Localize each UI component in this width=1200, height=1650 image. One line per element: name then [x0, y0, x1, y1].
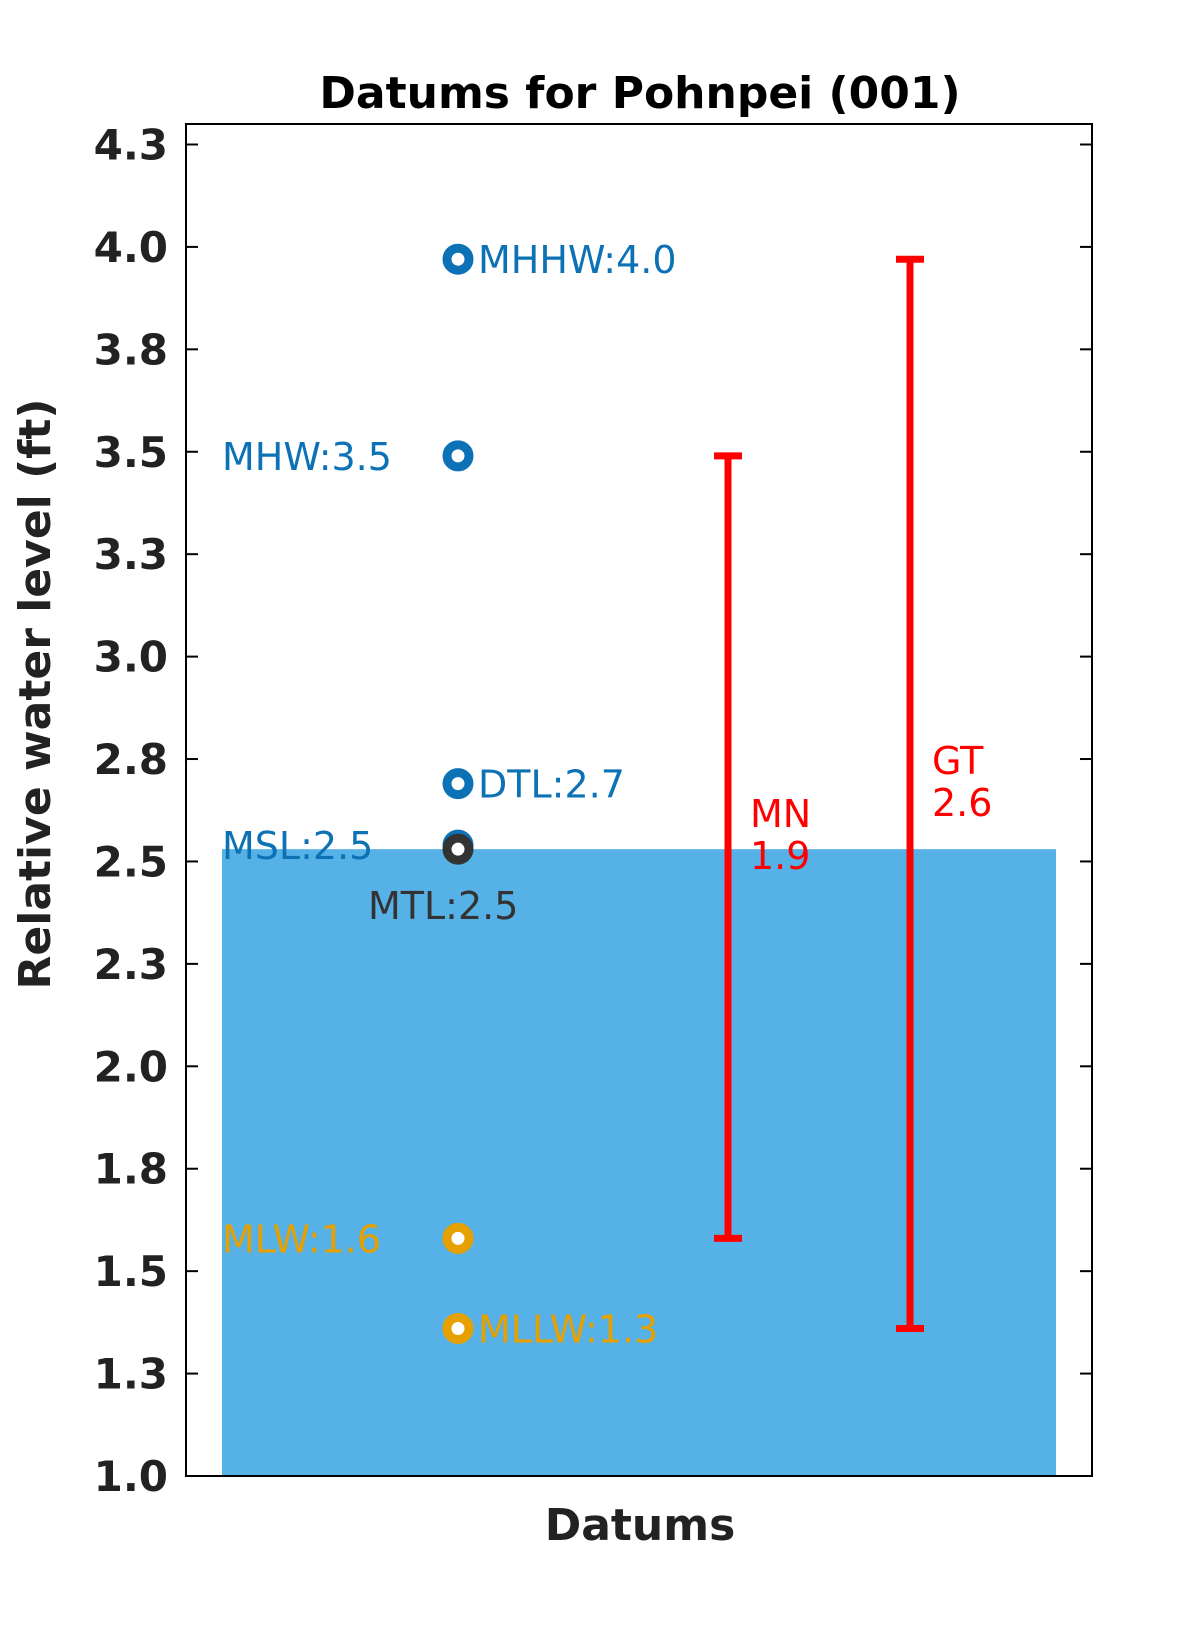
y-tick-label: 3.8: [94, 325, 168, 374]
y-tick-label: 2.0: [94, 1042, 168, 1091]
plot-frame: [185, 123, 1093, 1477]
range-value-mn: 1.9: [750, 834, 810, 878]
y-tick-label: 2.8: [94, 735, 168, 784]
y-tick-label: 1.3: [94, 1350, 168, 1399]
datum-marker-mtl: [442, 833, 474, 865]
y-axis-ticks: 1.0 1.3 1.5 1.8 2.0 2.3 2.5 2.8 3.0 3.3 3.5 3.8 4.0 4…: [94, 120, 1092, 1501]
datum-marker-mllw: [442, 1313, 474, 1345]
y-tick-label: 4.3: [94, 120, 168, 169]
datum-marker-dtl: [442, 768, 474, 800]
range-value-gt: 2.6: [932, 781, 992, 825]
range-name-mn: MN: [750, 792, 811, 836]
y-tick-label: 1.5: [94, 1247, 168, 1296]
datum-marker-mlw: [442, 1222, 474, 1254]
datum-label-mllw: MLLW:1.3: [478, 1308, 658, 1352]
datum-label-mhw: MHW:3.5: [222, 435, 392, 479]
datum-markers: MHHW:4.0 MHW:3.5 DTL:2.7 MSL:2.5 MTL:2.5 MLW:…: [222, 238, 677, 1351]
y-tick-label: 2.3: [94, 940, 168, 989]
y-tick-label: 3.5: [94, 428, 168, 477]
y-axis-label: Relative water level (ft): [10, 399, 61, 990]
y-tick-label: 2.5: [94, 837, 168, 886]
x-axis-label: Datums: [545, 1500, 736, 1551]
datum-marker-mhhw: [442, 243, 474, 275]
datum-label-mlw: MLW:1.6: [222, 1217, 381, 1261]
datum-marker-mhw: [442, 440, 474, 472]
y-tick-label: 1.0: [94, 1452, 168, 1501]
datum-label-msl: MSL:2.5: [222, 824, 373, 868]
tidal-ranges: MN1.9 GT2.6: [714, 255, 992, 1333]
y-tick-label: 1.8: [94, 1145, 168, 1194]
water-level-fill: [222, 849, 1056, 1476]
chart-title: Datums for Pohnpei (001): [319, 68, 960, 119]
range-name-gt: GT: [932, 739, 984, 783]
y-tick-label: 3.3: [94, 530, 168, 579]
datum-label-mhhw: MHHW:4.0: [478, 238, 677, 282]
datum-label-mtl: MTL:2.5: [368, 884, 518, 928]
datum-label-dtl: DTL:2.7: [478, 763, 625, 807]
y-tick-label: 4.0: [94, 223, 168, 272]
y-tick-label: 3.0: [94, 633, 168, 682]
